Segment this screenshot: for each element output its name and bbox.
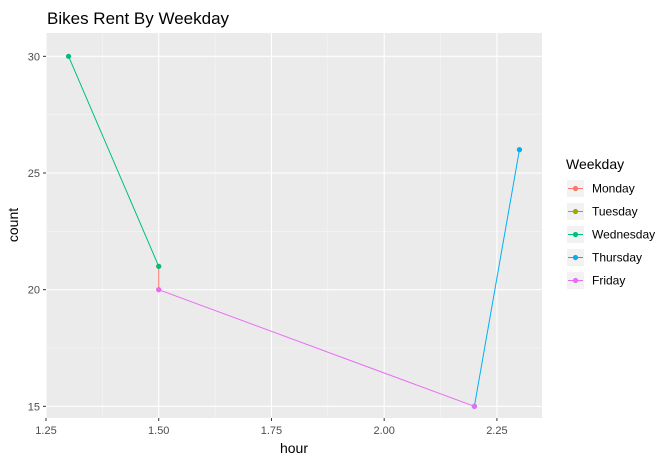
y-tick-label: 20 [28,285,40,297]
y-axis-title: count [5,208,21,242]
x-tick-label: 1.50 [148,425,169,437]
series-line-wednesday [68,56,160,267]
data-point-friday [471,403,477,409]
legend-item-tuesday: Tuesday [567,203,638,220]
y-axis-ticks: 15 20 25 30 [28,51,46,413]
legend-key-point-friday [572,277,579,284]
x-tick-label: 1.25 [35,425,56,437]
series-points [65,53,523,409]
minor-gridlines [46,33,542,418]
x-tick-label: 2.00 [373,425,394,437]
legend-key-point-tuesday [572,208,579,215]
data-point-thursday [516,147,523,153]
legend-item-wednesday: Wednesday [567,226,655,243]
chart-title: Bikes Rent By Weekday [47,9,230,28]
legend-title: Weekday [566,156,624,172]
legend-label-monday: Monday [592,182,635,196]
legend-item-thursday: Thursday [567,249,642,266]
legend-label-thursday: Thursday [592,251,642,265]
legend-label-tuesday: Tuesday [592,205,638,219]
y-tick-label: 25 [28,168,40,180]
plot-panel [46,33,542,418]
x-tick-label: 2.25 [486,425,507,437]
y-tick-label: 15 [28,401,40,413]
series-line-thursday [473,149,520,407]
legend-key-point-thursday [572,254,579,261]
legend-label-friday: Friday [592,274,625,288]
x-axis-ticks: 1.25 1.50 1.75 2.00 2.25 [35,418,508,437]
major-gridlines [45,33,542,418]
legend-item-friday: Friday [567,272,625,289]
legend-key-point-monday [572,185,579,192]
y-tick-label: 30 [28,51,40,63]
series-line-friday [158,289,475,407]
legend-item-monday: Monday [567,180,635,197]
x-axis-title: hour [280,440,308,456]
data-point-wednesday [65,53,72,59]
data-point-friday [156,287,162,293]
legend-label-wednesday: Wednesday [592,228,655,242]
x-tick-label: 1.75 [261,425,282,437]
data-point-wednesday [156,263,162,269]
legend-key-point-wednesday [572,231,579,238]
legend: Monday Tuesday Wednesday Thursday Friday [567,180,655,289]
series-lines [68,56,520,407]
